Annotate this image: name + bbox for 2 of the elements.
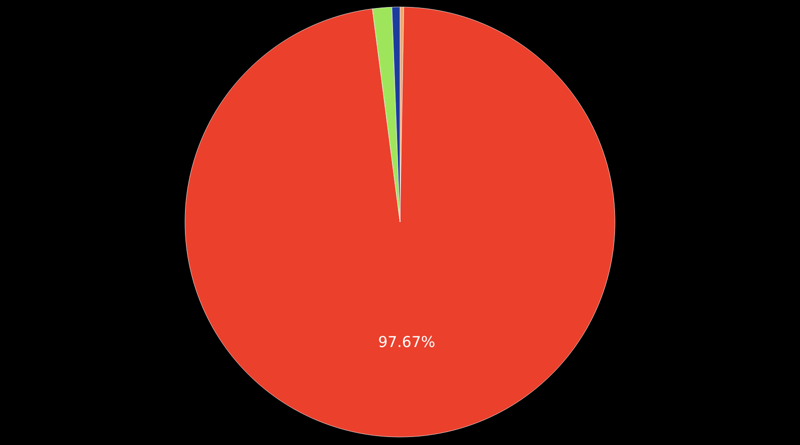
pie-slice (184, 6, 616, 437)
data-label: 97.67% (378, 332, 436, 351)
